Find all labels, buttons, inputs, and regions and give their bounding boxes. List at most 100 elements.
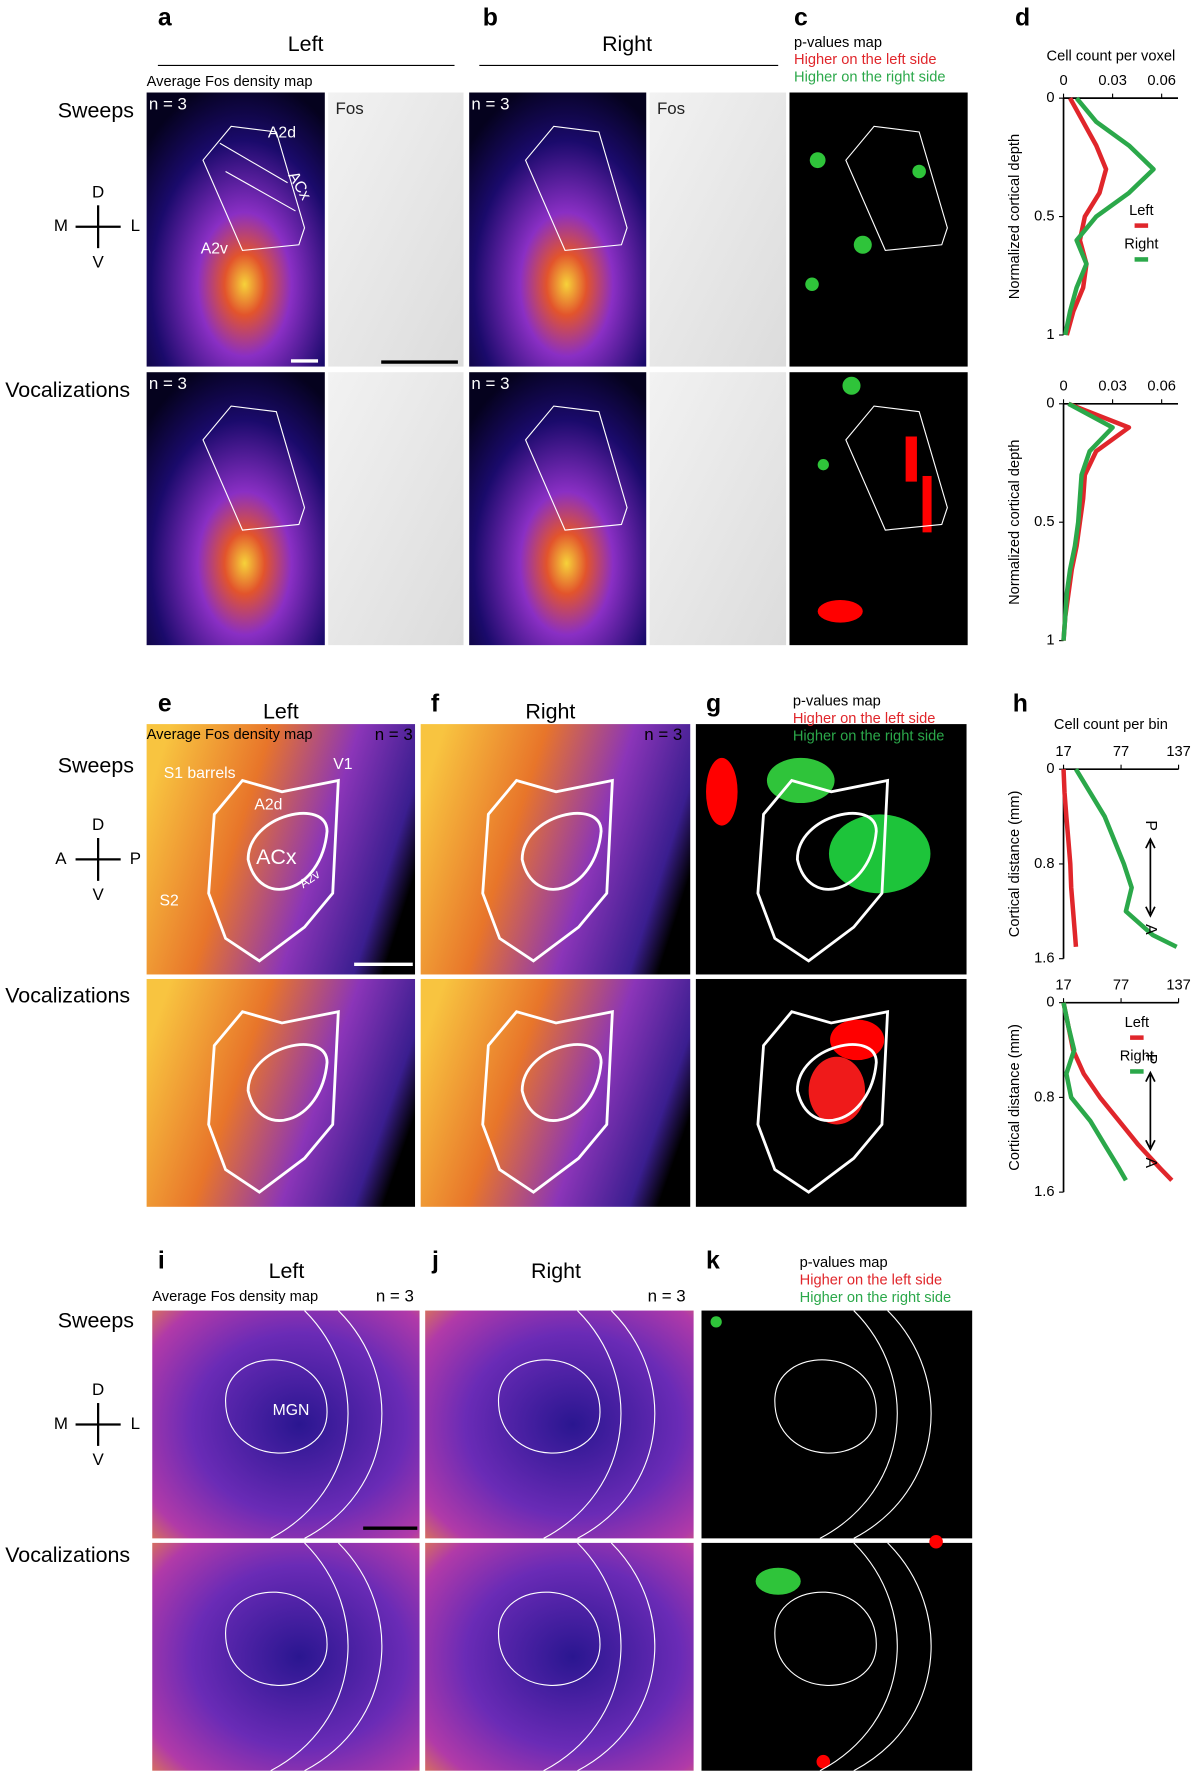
region-label: V1 <box>333 756 352 773</box>
n-label: n = 3 <box>471 374 509 393</box>
arrow-head <box>1145 1070 1156 1152</box>
y-tick-label: 0 <box>1046 396 1054 412</box>
heatmap <box>152 1542 420 1771</box>
n-label: n = 3 <box>648 1286 686 1305</box>
region-outlines <box>202 125 948 1772</box>
region-label: S1 barrels <box>164 765 236 782</box>
legend-label: Right <box>1120 1049 1154 1065</box>
panel-letter: e <box>158 690 172 717</box>
heatmap <box>146 372 325 646</box>
n-label: n = 3 <box>376 1286 414 1305</box>
panel-letter: h <box>1013 690 1028 717</box>
compasses <box>75 205 121 1446</box>
heatmap <box>420 724 691 975</box>
region-label: A2d <box>268 124 296 141</box>
panel-letter: j <box>431 1248 439 1275</box>
direction-label: A <box>1142 1158 1159 1169</box>
pvalue-legend: p-values map <box>793 693 881 709</box>
legend-label: Left <box>1125 1015 1149 1031</box>
panel-letter: k <box>706 1248 720 1275</box>
data-line <box>1074 768 1178 949</box>
x-tick-label: 17 <box>1055 978 1071 994</box>
heatmap <box>146 92 325 367</box>
y-tick-label: 0.8 <box>1034 856 1054 872</box>
data-line <box>1061 1002 1174 1182</box>
pvalue-legend: Higher on the right side <box>793 728 945 744</box>
scale-bars <box>290 359 458 1530</box>
fos-image <box>649 372 787 646</box>
fos-image <box>328 92 464 367</box>
x-tick-label: 17 <box>1055 744 1071 760</box>
heatmap <box>425 1542 694 1771</box>
compass-label: D <box>92 1380 104 1399</box>
x-tick-label: 137 <box>1166 744 1190 760</box>
panel-letter: c <box>794 5 808 32</box>
n-label: n = 3 <box>644 725 682 744</box>
pvalue-legend: p-values map <box>800 1255 888 1271</box>
legend-label: Right <box>1124 237 1158 253</box>
pvalue-map <box>789 92 968 367</box>
data-line <box>1061 401 1115 641</box>
x-axis-label: Cell count per voxel <box>1047 48 1176 64</box>
y-tick-label: 0.8 <box>1034 1089 1054 1105</box>
n-label: n = 3 <box>149 94 187 113</box>
red-region <box>808 1056 866 1125</box>
legend-label: Left <box>1129 203 1153 219</box>
data-line <box>1061 1002 1128 1182</box>
y-tick-label: 1.6 <box>1034 1184 1054 1200</box>
y-axis-label: Cortical distance (mm) <box>1007 1024 1023 1171</box>
data-line <box>1061 401 1132 641</box>
data-line <box>1063 96 1156 336</box>
compass-label: L <box>131 1414 140 1433</box>
panel-letter: b <box>483 5 498 32</box>
heatmap <box>152 1310 420 1539</box>
pvalue-legend: Higher on the right side <box>794 70 946 86</box>
panel-letter: a <box>158 5 172 32</box>
pvalue-legend: Higher on the left side <box>793 711 936 727</box>
heatmap <box>420 978 691 1207</box>
pvalue-map <box>701 1310 973 1539</box>
compass-label: V <box>92 252 104 271</box>
images <box>75 64 973 1772</box>
green-region <box>828 814 931 894</box>
x-tick-label: 0.03 <box>1098 379 1127 395</box>
n-label: n = 3 <box>471 94 509 113</box>
column-title: Right <box>525 699 575 723</box>
y-tick-label: 1 <box>1046 633 1054 649</box>
region-label: A2d <box>254 796 282 813</box>
fos-label: Fos <box>336 99 364 118</box>
compass-label: D <box>92 182 104 201</box>
y-tick-label: 0.5 <box>1034 514 1054 530</box>
y-tick-label: 0 <box>1046 995 1054 1011</box>
y-tick-label: 1 <box>1046 327 1054 343</box>
region-label: A2v <box>201 240 228 257</box>
x-tick-label: 0 <box>1059 379 1067 395</box>
n-label: n = 3 <box>375 725 413 744</box>
panel-letter: f <box>431 690 440 717</box>
row-label: Sweeps <box>58 98 134 122</box>
fos-image <box>328 372 464 646</box>
pvalue-legend: p-values map <box>794 35 882 51</box>
row-label: Sweeps <box>58 1308 134 1332</box>
heatmap <box>425 1310 694 1539</box>
fos-image <box>649 92 787 367</box>
y-axis-label: Normalized cortical depth <box>1007 134 1023 299</box>
arrow-head <box>1145 837 1156 918</box>
column-title: Left <box>263 699 299 723</box>
heatmap <box>146 978 416 1207</box>
column-title: Right <box>602 32 652 56</box>
y-tick-label: 0 <box>1046 761 1054 777</box>
row-label: Sweeps <box>58 754 134 778</box>
direction-label: P <box>1142 820 1159 831</box>
x-tick-label: 0.03 <box>1098 73 1127 89</box>
x-tick-label: 0.06 <box>1147 73 1176 89</box>
row-label: Vocalizations <box>5 984 130 1008</box>
column-title: Right <box>531 1259 581 1283</box>
compass-label: D <box>92 815 104 834</box>
compass-label: V <box>92 885 104 904</box>
panel-letter: d <box>1015 5 1030 32</box>
region-label: S2 <box>160 892 179 909</box>
x-tick-label: 137 <box>1166 978 1190 994</box>
n-label: n = 3 <box>149 374 187 393</box>
